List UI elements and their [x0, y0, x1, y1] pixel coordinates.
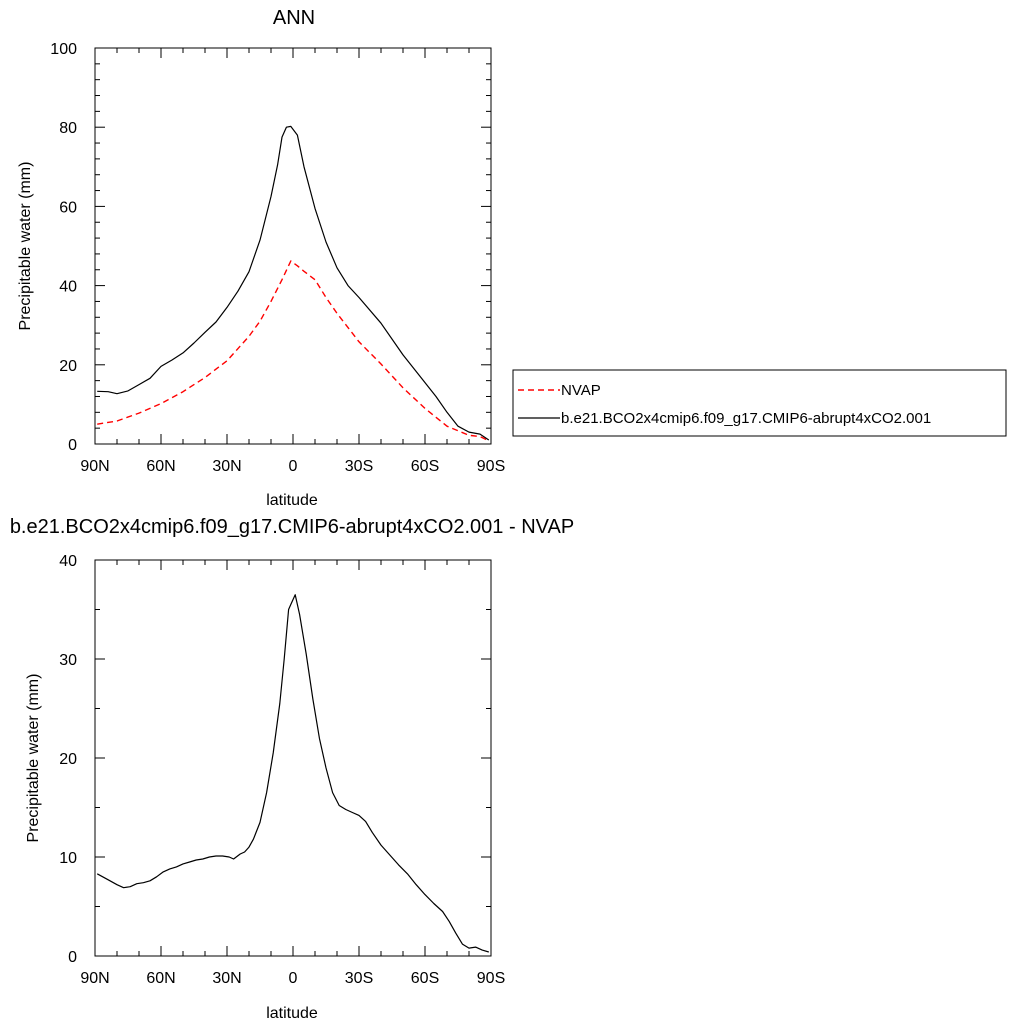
top-ticks: 0 20 40 60 80 100 90N 60N 30N 0 30S 60S 90S: [50, 41, 505, 475]
legend: NVAP b.e21.BCO2x4cmip6.f09_g17.CMIP6-abr…: [512, 369, 1007, 437]
top-y-tick-label: 60: [59, 199, 77, 216]
bottom-y-tick-label: 40: [59, 553, 77, 570]
top-y-tick-label: 80: [59, 120, 77, 137]
top-series-line-nvap: [97, 260, 490, 442]
bottom-x-tick-label: 60N: [146, 970, 175, 987]
top-chart-title: ANN: [273, 7, 315, 29]
top-x-tick-label: 60N: [146, 458, 175, 475]
bottom-x-tick-label: 60S: [411, 970, 439, 987]
legend-label-nvap: NVAP: [561, 382, 601, 399]
top-x-tick-label: 30N: [212, 458, 241, 475]
top-panel: ANN 0 20 40 60 80 100 90N 60N 30N 0 30S 60S 90S lati…: [17, 7, 1007, 509]
top-y-axis-label: Precipitable water (mm): [17, 162, 34, 331]
top-plot-frame: [94, 47, 492, 445]
bottom-y-tick-label: 20: [59, 751, 77, 768]
top-x-axis-label: latitude: [266, 492, 318, 509]
bottom-plot-frame: [94, 559, 492, 957]
top-series-line-model: [97, 125, 490, 441]
top-y-tick-label: 40: [59, 279, 77, 296]
top-x-tick-label: 0: [289, 458, 298, 475]
bottom-x-tick-label: 90S: [477, 970, 505, 987]
top-x-tick-label: 90S: [477, 458, 505, 475]
bottom-y-tick-label: 10: [59, 850, 77, 867]
top-x-tick-label: 90N: [80, 458, 109, 475]
bottom-x-tick-label: 90N: [80, 970, 109, 987]
bottom-y-axis-label: Precipitable water (mm): [25, 674, 42, 843]
top-lines: [97, 125, 490, 442]
bottom-series-line-difference: [96, 594, 489, 953]
bottom-lines: [96, 594, 489, 953]
bottom-panel: b.e21.BCO2x4cmip6.f09_g17.CMIP6-abrupt4x…: [10, 516, 574, 1022]
legend-label-model: b.e21.BCO2x4cmip6.f09_g17.CMIP6-abrupt4x…: [561, 410, 931, 427]
legend-box: [512, 369, 1007, 437]
top-y-tick-label: 100: [50, 41, 77, 58]
top-x-tick-label: 30S: [345, 458, 373, 475]
top-y-tick-label: 20: [59, 358, 77, 375]
bottom-x-tick-label: 30N: [212, 970, 241, 987]
bottom-ticks: 0 10 20 30 40 90N 60N 30N 0 30S 60S 90S: [59, 553, 505, 987]
bottom-x-tick-label: 30S: [345, 970, 373, 987]
bottom-x-axis-label: latitude: [266, 1005, 318, 1022]
bottom-x-tick-label: 0: [289, 970, 298, 987]
top-y-tick-label: 0: [68, 437, 77, 454]
top-x-tick-label: 60S: [411, 458, 439, 475]
bottom-y-tick-label: 0: [68, 949, 77, 966]
bottom-chart-title: b.e21.BCO2x4cmip6.f09_g17.CMIP6-abrupt4x…: [10, 516, 574, 538]
bottom-y-tick-label: 30: [59, 652, 77, 669]
